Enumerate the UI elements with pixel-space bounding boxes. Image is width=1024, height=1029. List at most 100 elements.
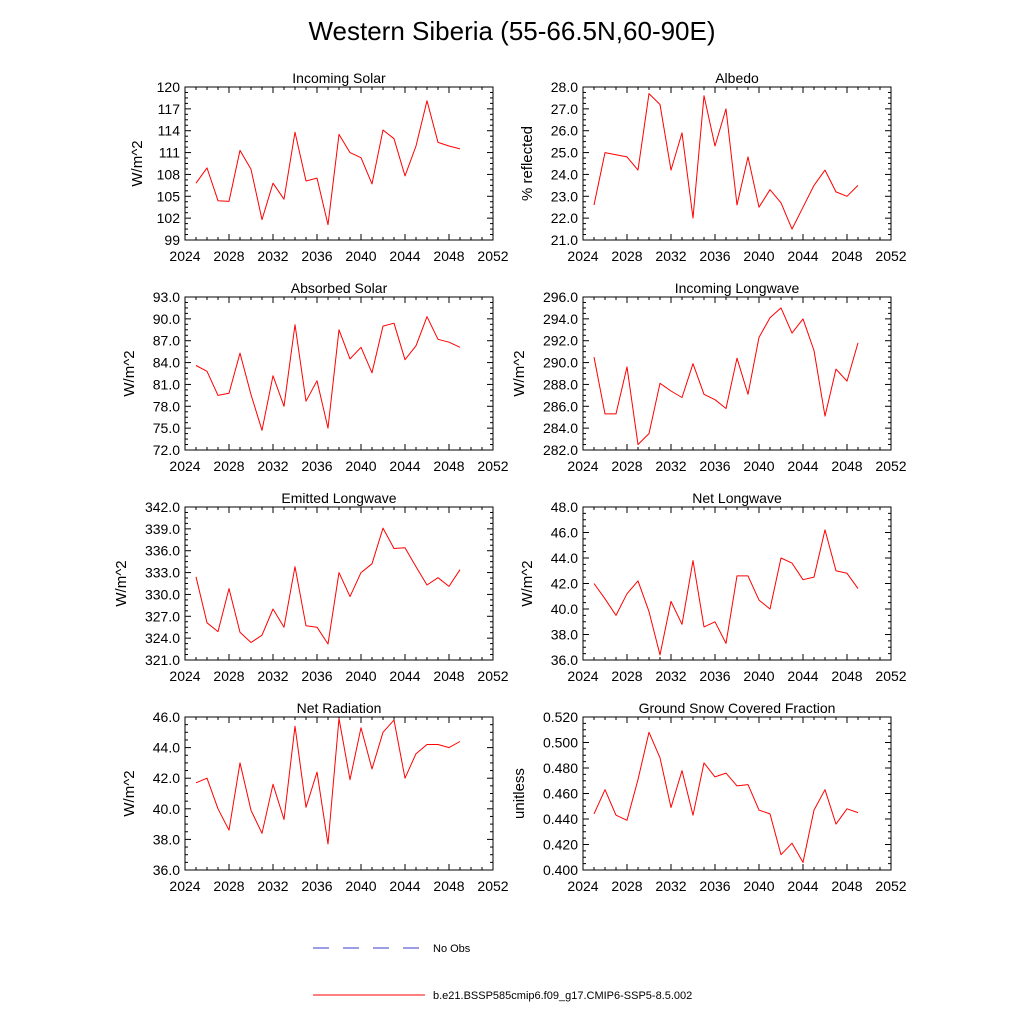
y-tick-label: 339.0 — [145, 521, 180, 537]
x-tick-label: 2028 — [213, 248, 244, 264]
y-tick-label: 23.0 — [551, 188, 578, 204]
y-tick-label: 292.0 — [543, 333, 578, 349]
panel-title: Absorbed Solar — [291, 280, 388, 296]
y-tick-label: 330.0 — [145, 586, 180, 602]
y-tick-label: 48.0 — [551, 499, 578, 515]
legend-label-no-obs: No Obs — [433, 943, 471, 955]
x-tick-label: 2040 — [345, 458, 376, 474]
plot-frame — [582, 506, 892, 661]
panel-title: Emitted Longwave — [281, 490, 396, 506]
y-tick-label: 72.0 — [153, 442, 180, 458]
x-tick-label: 2052 — [477, 668, 508, 684]
y-tick-label: 40.0 — [551, 601, 578, 617]
y-tick-label: 81.0 — [153, 376, 180, 392]
x-tick-label: 2048 — [433, 458, 464, 474]
x-tick-label: 2036 — [699, 458, 730, 474]
y-tick-label: 24.0 — [551, 166, 578, 182]
x-tick-label: 2040 — [743, 458, 774, 474]
series-line — [593, 307, 859, 445]
y-axis-label: unitless — [511, 768, 528, 819]
x-tick-label: 2028 — [213, 668, 244, 684]
x-tick-label: 2048 — [433, 668, 464, 684]
y-tick-label: 46.0 — [153, 709, 180, 725]
x-tick-label: 2044 — [787, 668, 818, 684]
plot-frame — [184, 506, 494, 661]
panel-title: Ground Snow Covered Fraction — [639, 700, 836, 716]
x-tick-label: 2052 — [477, 248, 508, 264]
x-tick-label: 2032 — [655, 458, 686, 474]
x-tick-label: 2024 — [567, 248, 598, 264]
panel-title: Incoming Longwave — [675, 280, 800, 296]
y-axis-label: W/m^2 — [121, 350, 138, 396]
y-tick-label: 114 — [158, 123, 181, 139]
y-tick-label: 36.0 — [551, 652, 578, 668]
y-tick-label: 46.0 — [551, 525, 578, 541]
y-tick-label: 0.500 — [543, 735, 578, 751]
y-tick-label: 44.0 — [153, 740, 180, 756]
x-tick-label: 2036 — [699, 668, 730, 684]
y-tick-label: 296.0 — [543, 289, 578, 305]
x-tick-label: 2048 — [831, 878, 862, 894]
panel-title: Net Longwave — [692, 490, 782, 506]
x-tick-label: 2036 — [301, 878, 332, 894]
y-axis-label: % reflected — [519, 126, 536, 201]
x-tick-label: 2040 — [743, 248, 774, 264]
x-tick-label: 2036 — [699, 878, 730, 894]
x-tick-label: 2044 — [389, 458, 420, 474]
series-line — [195, 718, 461, 845]
x-tick-label: 2032 — [655, 878, 686, 894]
y-axis-label: W/m^2 — [129, 140, 146, 186]
y-tick-label: 38.0 — [153, 831, 180, 847]
x-tick-label: 2032 — [257, 458, 288, 474]
x-tick-label: 2048 — [831, 458, 862, 474]
x-tick-label: 2028 — [213, 878, 244, 894]
legend-label-model-run: b.e21.BSSP585cmip6.f09_g17.CMIP6-SSP5-8.… — [433, 990, 692, 1002]
x-tick-label: 2044 — [787, 458, 818, 474]
y-tick-label: 288.0 — [543, 376, 578, 392]
panel-net-radiation: 2024 2028 2032 2036 2040 2044 2048 2052 36.0 38.0… — [121, 700, 509, 894]
x-tick-label: 2024 — [169, 458, 200, 474]
y-tick-label: 40.0 — [153, 801, 180, 817]
plot-frame — [582, 86, 892, 241]
x-tick-label: 2052 — [875, 248, 906, 264]
legend: No Obs b.e21.BSSP585cmip6.f09_g17.CMIP6-… — [313, 943, 692, 1002]
y-tick-label: 117 — [158, 101, 181, 117]
x-tick-label: 2048 — [831, 248, 862, 264]
y-tick-label: 324.0 — [145, 630, 180, 646]
x-tick-label: 2024 — [169, 878, 200, 894]
x-tick-label: 2048 — [433, 878, 464, 894]
x-tick-label: 2052 — [875, 458, 906, 474]
y-tick-label: 290.0 — [543, 355, 578, 371]
y-tick-label: 28.0 — [551, 79, 578, 95]
x-tick-label: 2028 — [611, 668, 642, 684]
y-tick-label: 26.0 — [551, 123, 578, 139]
y-tick-label: 75.0 — [153, 420, 180, 436]
x-tick-label: 2036 — [301, 668, 332, 684]
y-tick-label: 27.0 — [551, 101, 578, 117]
y-axis-label: W/m^2 — [519, 560, 536, 606]
y-tick-label: 321.0 — [145, 652, 180, 668]
x-tick-label: 2024 — [169, 248, 200, 264]
y-tick-label: 42.0 — [551, 576, 578, 592]
y-tick-label: 21.0 — [551, 232, 578, 248]
y-tick-label: 0.520 — [543, 709, 578, 725]
y-tick-label: 78.0 — [153, 398, 180, 414]
y-tick-label: 333.0 — [145, 565, 180, 581]
y-tick-label: 294.0 — [543, 311, 578, 327]
series-line — [195, 527, 461, 645]
x-tick-label: 2032 — [655, 248, 686, 264]
x-tick-label: 2044 — [389, 878, 420, 894]
y-tick-label: 342.0 — [145, 499, 180, 515]
y-tick-label: 284.0 — [543, 420, 578, 436]
x-tick-label: 2028 — [611, 878, 642, 894]
panel-albedo: 2024 2028 2032 2036 2040 2044 2048 2052 21.0 22.0… — [519, 70, 907, 264]
y-axis-label: W/m^2 — [121, 770, 138, 816]
x-tick-label: 2048 — [433, 248, 464, 264]
plot-frame — [582, 296, 892, 451]
y-tick-label: 38.0 — [551, 627, 578, 643]
figure-title: Western Siberia (55-66.5N,60-90E) — [308, 16, 715, 46]
x-tick-label: 2036 — [301, 458, 332, 474]
plot-frame — [184, 86, 494, 241]
y-tick-label: 120 — [157, 79, 181, 95]
